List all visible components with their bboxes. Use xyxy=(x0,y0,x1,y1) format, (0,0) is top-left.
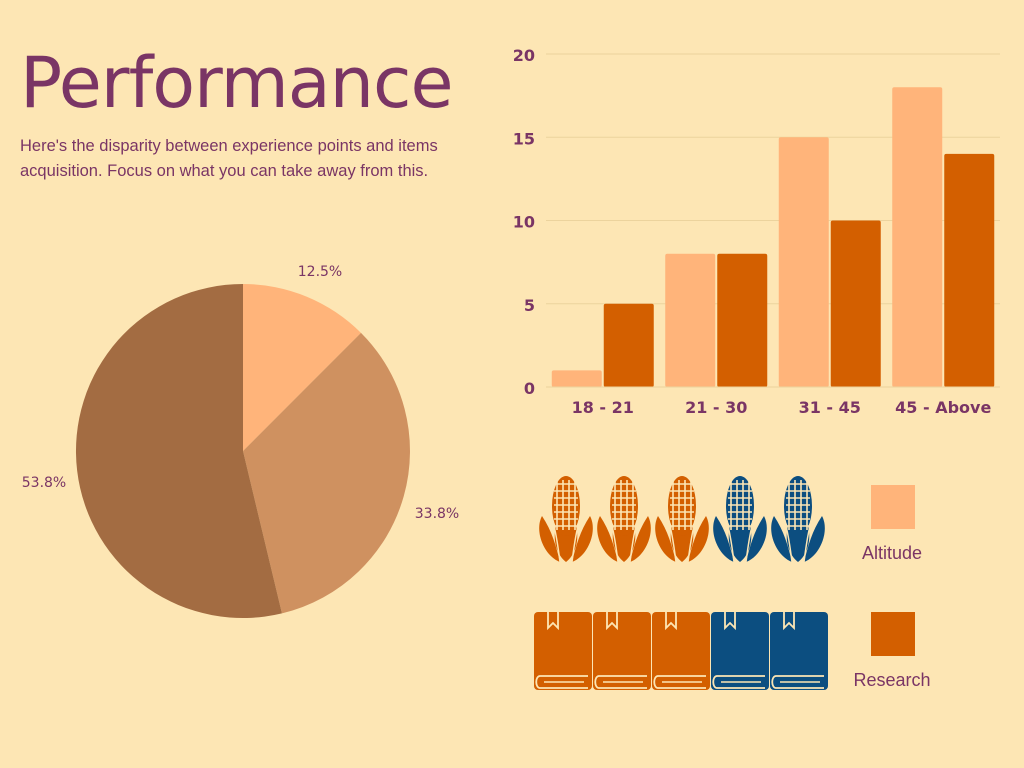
book-icon xyxy=(770,612,828,690)
pie-slice-1 xyxy=(243,332,410,614)
y-tick-label: 0 xyxy=(524,379,535,398)
pie-label-0: 12.5% xyxy=(298,264,342,280)
bar-altitude-0 xyxy=(551,370,602,387)
legend-swatch-altitude xyxy=(871,485,915,529)
pie-label-2: 53.8% xyxy=(22,475,66,491)
bar-chart: 0 5 10 15 20 18 - 21 21 - 30 31 - 45 45 - Above xyxy=(513,46,1000,417)
y-tick-label: 5 xyxy=(524,296,535,315)
bar-altitude-1 xyxy=(665,253,716,387)
bar-research-0 xyxy=(603,303,654,387)
book-icon xyxy=(711,612,769,690)
y-tick-label: 20 xyxy=(513,46,535,65)
bar-research-2 xyxy=(830,220,881,387)
bar-research-3 xyxy=(944,153,995,387)
y-tick-label: 15 xyxy=(513,129,535,148)
page-subtitle: Here's the disparity between experience … xyxy=(20,137,438,180)
legend-label-research: Research xyxy=(853,670,931,690)
bar-altitude-3 xyxy=(892,87,943,388)
x-tick-label: 21 - 30 xyxy=(685,398,747,417)
corn-icon xyxy=(655,476,709,563)
page-title: Performance xyxy=(20,42,454,124)
y-tick-label: 10 xyxy=(513,213,535,232)
x-tick-label: 18 - 21 xyxy=(572,398,634,417)
pie-slice-2 xyxy=(75,283,282,618)
book-icon xyxy=(534,612,592,690)
pie-chart: 12.5% 33.8% 53.8% xyxy=(22,264,459,618)
corn-icon xyxy=(771,476,825,563)
bar-altitude-2 xyxy=(778,137,829,387)
corn-icon xyxy=(539,476,593,563)
corn-icon xyxy=(713,476,767,563)
book-icon xyxy=(593,612,651,690)
legend-label-altitude: Altitude xyxy=(861,543,923,563)
pie-label-1: 33.8% xyxy=(415,506,459,522)
legend-swatch-research xyxy=(871,612,915,656)
x-tick-label: 45 - Above xyxy=(895,398,991,417)
book-icon xyxy=(652,612,710,690)
bar-research-1 xyxy=(717,253,768,387)
pie-slice-0 xyxy=(243,284,361,451)
x-tick-label: 31 - 45 xyxy=(799,398,861,417)
corn-icon xyxy=(597,476,651,563)
pictogram-rows xyxy=(534,476,828,690)
